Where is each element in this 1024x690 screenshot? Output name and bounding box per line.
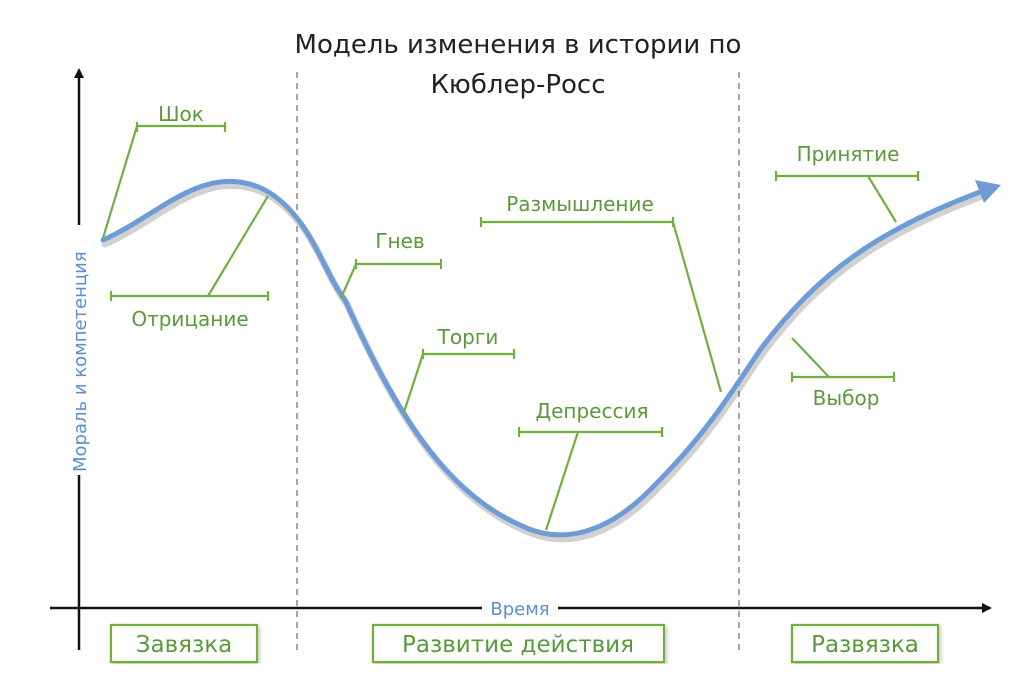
stage-depression: Депрессия xyxy=(517,399,664,531)
phase-exposition: Завязка xyxy=(109,623,259,664)
stage-label-anger: Гнев xyxy=(375,229,424,253)
change-curve xyxy=(100,178,983,538)
phase-resolution: Развязка xyxy=(790,623,940,664)
stage-reflection: Размышление xyxy=(479,192,723,393)
x-axis-label-group: Время xyxy=(482,597,558,620)
stage-shock: Шок xyxy=(101,102,227,239)
stage-denial: Отрицание xyxy=(109,195,270,331)
stage-label-reflection: Размышление xyxy=(506,192,654,216)
stage-anger: Гнев xyxy=(339,229,443,299)
curve-arrowhead xyxy=(975,180,1001,203)
stage-label-denial: Отрицание xyxy=(131,307,248,331)
stage-label-depression: Депрессия xyxy=(535,399,648,423)
stage-label-bargaining: Торги xyxy=(437,325,499,349)
phase-rising-action: Развитие действия xyxy=(371,623,666,664)
stage-choice: Выбор xyxy=(790,337,896,410)
phase-label-resolution: Развязка xyxy=(811,632,919,658)
phase-box-rising-action xyxy=(371,623,666,664)
phase-box-exposition xyxy=(109,623,259,664)
diagram-title-line2: Кюблер-Росс xyxy=(430,70,605,100)
phase-label-rising-action: Развитие действия xyxy=(402,632,634,658)
change-curve-shadow xyxy=(101,181,986,543)
y-axis-label: Мораль и компетенция xyxy=(70,251,91,472)
phase-box-resolution xyxy=(790,623,940,664)
phase-label-exposition: Завязка xyxy=(136,632,232,658)
stage-label-choice: Выбор xyxy=(813,386,880,410)
stage-label-acceptance: Принятие xyxy=(797,142,900,166)
diagram-title-line1: Модель изменения в истории по xyxy=(295,30,742,60)
y-axis-label-group: Мораль и компетенция xyxy=(68,225,91,475)
x-axis-label: Время xyxy=(490,599,549,620)
stage-label-shock: Шок xyxy=(158,102,204,126)
stage-bargaining: Торги xyxy=(402,325,516,413)
stage-acceptance: Принятие xyxy=(774,142,920,223)
